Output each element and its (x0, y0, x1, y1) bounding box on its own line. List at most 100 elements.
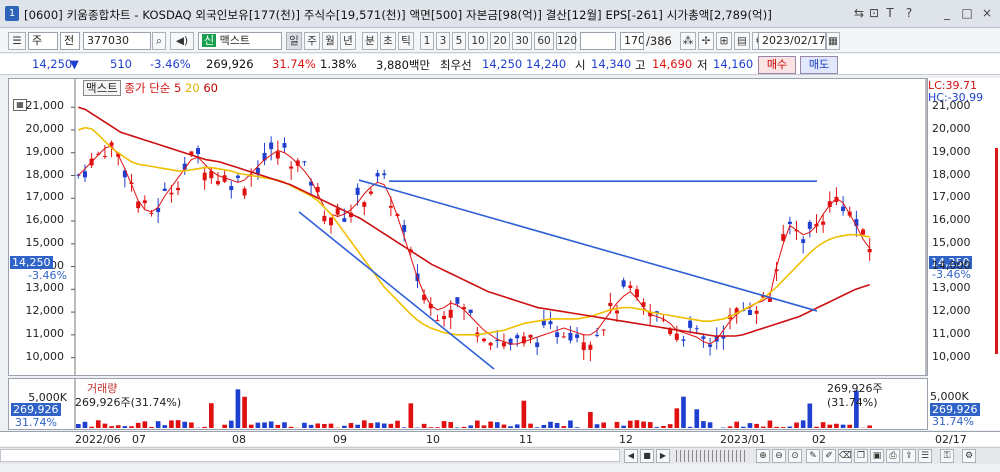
candle-body (156, 207, 161, 213)
pen-icon[interactable]: ✎ (806, 449, 820, 463)
sound-icon[interactable]: ◀) (170, 32, 194, 50)
volume-bar (747, 423, 753, 428)
table-icon[interactable]: ▦ (13, 99, 27, 111)
grid-icon[interactable]: ⁂ (680, 32, 696, 50)
period-type-select[interactable]: 전 (60, 32, 80, 50)
trash-icon[interactable]: ⌫ (838, 449, 852, 463)
candle-body (109, 142, 114, 146)
candle-body (455, 297, 460, 304)
period-tick[interactable]: 틱 (398, 32, 414, 50)
share-icon[interactable]: ⇪ (902, 449, 916, 463)
volume-bar (235, 389, 241, 428)
candle-body (774, 269, 779, 272)
period-spin[interactable] (580, 32, 616, 50)
period-year[interactable]: 년 (340, 32, 356, 50)
maximize-icon[interactable]: □ (961, 6, 973, 20)
right-price-axis: 10,000 11,000 12,000 13,000 14,000 15,000 16,0… (928, 78, 988, 376)
quote-bar: 14,250 ▼ 510 -3.46% 269,926 31.74% 1.38%… (0, 54, 1000, 75)
print-icon[interactable]: ⎙ (886, 449, 900, 463)
scroll-right-icon[interactable]: ▶ (656, 449, 670, 463)
minute-5[interactable]: 5 (452, 32, 466, 50)
sell-button[interactable]: 매도 (800, 56, 838, 74)
period-day[interactable]: 일 (286, 32, 302, 50)
pin-icon[interactable]: ⊡ (868, 6, 880, 20)
buy-button[interactable]: 매수 (758, 56, 796, 74)
minute-60[interactable]: 60 (534, 32, 554, 50)
minute-3[interactable]: 3 (436, 32, 450, 50)
candle-body (614, 310, 619, 314)
scroll-bar[interactable]: ◀ ■ ▶ ⊕ ⊖ ⊙ ✎ ✐ ⌫ ❐ ▣ ⎙ ⇪ ☰ ⚿ ⚙ (0, 447, 1000, 464)
zoom-slider[interactable] (676, 450, 748, 462)
candle-body (382, 173, 387, 176)
price-tick-label: 10,000 (25, 349, 65, 363)
link-icon[interactable]: ⇆ (853, 6, 865, 20)
volume-bar (435, 427, 440, 428)
text-icon[interactable]: T (886, 6, 894, 20)
volume-bar (727, 426, 733, 428)
stock-code-input[interactable]: 377030 (83, 32, 151, 50)
candle-body (767, 298, 772, 302)
close-icon[interactable]: × (981, 6, 993, 20)
volume-bar (647, 422, 653, 428)
count-input[interactable]: 170 (620, 32, 644, 50)
zoom-out-icon[interactable]: ⊖ (772, 449, 786, 463)
chart-icon[interactable]: ⊞ (716, 32, 732, 50)
candle-body (508, 338, 513, 345)
volume-bar (475, 420, 480, 428)
crosshair-icon[interactable]: ✢ (698, 32, 714, 50)
minute-10[interactable]: 10 (468, 32, 488, 50)
volume-bar (89, 426, 94, 428)
search-icon[interactable]: ⌕ (152, 32, 166, 50)
candle-body (348, 212, 353, 218)
price-chart-panel[interactable]: ▦ 맥스트 종가 단순 5 20 60 (8, 78, 928, 376)
candle-body (215, 181, 220, 185)
eraser-icon[interactable]: ✐ (822, 449, 836, 463)
stock-name-field[interactable]: 신 맥스트 (198, 32, 282, 50)
volume-chart[interactable] (9, 379, 927, 429)
candle-body (275, 151, 280, 159)
settings-icon[interactable]: ⚙ (962, 449, 976, 463)
list-icon[interactable]: ☰ (918, 449, 932, 463)
copy-icon[interactable]: ❐ (854, 449, 868, 463)
volume-bar (767, 420, 773, 428)
period-second[interactable]: 초 (380, 32, 396, 50)
minimize-icon[interactable]: _ (944, 6, 950, 20)
scroll-track[interactable] (0, 449, 620, 462)
volume-bar (248, 424, 254, 428)
help-icon[interactable]: ? (905, 6, 913, 20)
period-week[interactable]: 주 (304, 32, 320, 50)
save-icon[interactable]: ▤ (734, 32, 750, 50)
zoom-in-icon[interactable]: ⊕ (756, 449, 770, 463)
date-input[interactable]: 2023/02/17 (758, 32, 826, 50)
candle-body (102, 155, 107, 157)
zoom-reset-icon[interactable]: ⊙ (788, 449, 802, 463)
price-tick-label: 18,000 (25, 167, 65, 181)
market-select[interactable]: 주 (28, 32, 58, 50)
legend-stock-name[interactable]: 맥스트 (83, 80, 121, 96)
period-minute[interactable]: 분 (362, 32, 378, 50)
candle-body (515, 335, 520, 339)
candle-body (654, 311, 659, 313)
minute-20[interactable]: 20 (490, 32, 510, 50)
candle-body (368, 191, 373, 194)
candle-body (688, 320, 693, 328)
volume-bar (348, 423, 354, 428)
lock-icon[interactable]: ⚿ (940, 449, 954, 463)
price-chart[interactable] (9, 79, 927, 375)
volume-bar (255, 422, 261, 428)
volume: 269,926 (206, 57, 254, 71)
volume-panel[interactable]: 거래량 269,926주(31.74%) 269,926주(31.74%) 5,… (8, 378, 928, 430)
date-label: 2023/01 (720, 433, 766, 446)
period-month[interactable]: 월 (322, 32, 338, 50)
minute-1[interactable]: 1 (420, 32, 434, 50)
minute-30[interactable]: 30 (512, 32, 532, 50)
scroll-left-icon[interactable]: ◀ (624, 449, 638, 463)
image-icon[interactable]: ▣ (870, 449, 884, 463)
calendar-icon[interactable]: ▦ (826, 32, 840, 50)
trendline (298, 211, 495, 370)
minute-120[interactable]: 120 (556, 32, 577, 50)
candle-body (196, 148, 201, 155)
menu-icon[interactable]: ☰ (8, 32, 26, 50)
stop-icon[interactable]: ■ (640, 449, 654, 463)
volume-bar (854, 390, 859, 428)
